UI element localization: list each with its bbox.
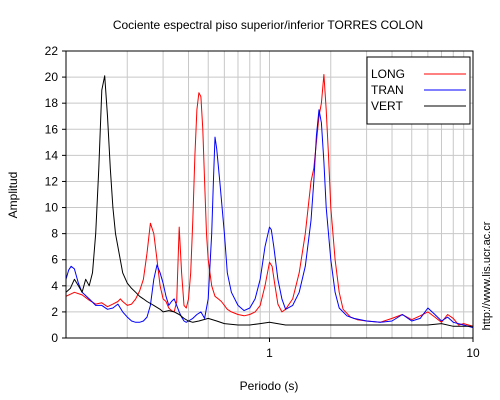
axis-ticks: 0 2 4 6 8 10 12 14 16 18 20 22 1 10	[45, 44, 480, 360]
y-tick-label: 22	[45, 44, 59, 58]
legend: LONG TRAN VERT	[366, 56, 471, 125]
series-line-long	[66, 74, 473, 327]
y-tick-label: 8	[51, 227, 58, 241]
y-tick-label: 12	[45, 174, 59, 188]
y-axis-label: Amplitud	[6, 172, 20, 219]
legend-label-tran: TRAN	[371, 83, 404, 97]
series-lines	[66, 74, 473, 329]
y-tick-label: 2	[51, 305, 58, 319]
y-tick-label: 18	[45, 96, 59, 110]
y-tick-label: 0	[51, 331, 58, 345]
y-tick-label: 20	[45, 70, 59, 84]
watermark-url: http://www.lis.ucr.ac.cr	[481, 221, 493, 330]
chart-title: Cociente espectral piso superior/inferio…	[113, 18, 423, 32]
y-tick-label: 16	[45, 122, 59, 136]
x-axis-label: Periodo (s)	[240, 379, 299, 393]
legend-label-long: LONG	[371, 67, 405, 81]
series-line-vert	[66, 75, 473, 327]
y-tick-label: 6	[51, 253, 58, 267]
y-tick-label: 14	[45, 148, 59, 162]
y-tick-label: 10	[45, 201, 59, 215]
legend-label-vert: VERT	[371, 99, 403, 113]
series-line-tran	[66, 109, 473, 329]
x-tick-label: 1	[266, 346, 273, 360]
x-tick-label: 10	[466, 346, 480, 360]
y-tick-label: 4	[51, 279, 58, 293]
